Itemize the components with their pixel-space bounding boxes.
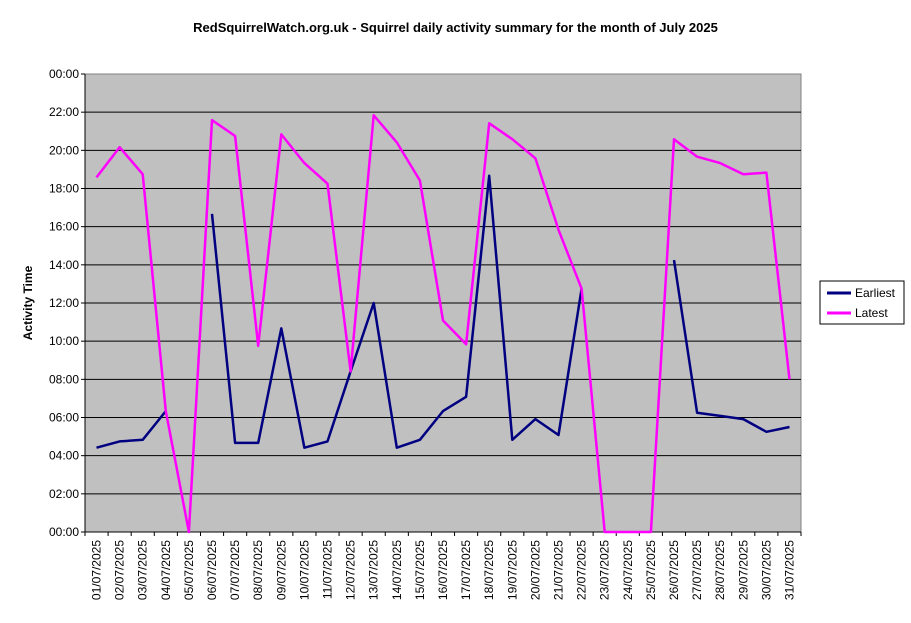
x-tick-label: 20/07/2025 [528, 540, 542, 600]
x-tick-label: 06/07/2025 [205, 540, 219, 600]
x-tick-label: 02/07/2025 [113, 540, 127, 600]
series-line-earliest [672, 259, 790, 434]
y-tick-label: 20:00 [49, 143, 79, 157]
x-tick-label: 29/07/2025 [736, 540, 750, 600]
y-tick-labels: 00:00 02:00 04:00 06:00 08:00 10:00 12:00 14:00… [49, 67, 85, 539]
series-line-earliest [96, 410, 167, 449]
x-tick-label: 01/07/2025 [90, 540, 104, 600]
x-tick-label: 14/07/2025 [390, 540, 404, 600]
x-tick-label: 30/07/2025 [759, 540, 773, 600]
x-tick-label: 08/07/2025 [251, 540, 265, 600]
legend-label-earliest: Earliest [855, 286, 896, 300]
x-tick-label: 07/07/2025 [228, 540, 242, 600]
x-tick-label: 11/07/2025 [321, 540, 335, 599]
y-tick-label: 06:00 [49, 411, 79, 425]
x-tick-label: 27/07/2025 [690, 540, 704, 600]
y-tick-label: 16:00 [49, 220, 79, 234]
x-tick-label: 24/07/2025 [621, 540, 635, 600]
x-tick-label: 23/07/2025 [598, 540, 612, 600]
grid-lines [85, 111, 801, 495]
y-tick-label: 08:00 [49, 372, 79, 386]
y-axis-label: Activity Time [21, 265, 35, 340]
legend: Earliest Latest [819, 280, 905, 325]
x-tick-label: 15/07/2025 [413, 540, 427, 600]
y-tick-label: 14:00 [49, 258, 79, 272]
legend-box [819, 280, 905, 325]
x-tick-label: 10/07/2025 [297, 540, 311, 600]
y-tick-label: 22:00 [49, 105, 79, 119]
series-line-latest [95, 114, 791, 534]
x-tick-label: 31/07/2025 [782, 540, 796, 600]
y-tick-label: 02:00 [49, 487, 79, 501]
y-tick-label: 00:00 [49, 525, 79, 539]
y-tick-label: 18:00 [49, 182, 79, 196]
series-lines [95, 114, 791, 534]
y-tick-label: 04:00 [49, 449, 79, 463]
x-tick-label: 17/07/2025 [459, 540, 473, 600]
x-tick-label: 25/07/2025 [644, 540, 658, 600]
x-tick-label: 12/07/2025 [344, 540, 358, 600]
x-tick-label: 04/07/2025 [159, 540, 173, 600]
x-tick-label: 18/07/2025 [482, 540, 496, 600]
x-tick-label: 19/07/2025 [505, 540, 519, 600]
x-tick-label: 16/07/2025 [436, 540, 450, 600]
x-tick-label: 09/07/2025 [274, 540, 288, 600]
x-tick-label: 26/07/2025 [667, 540, 681, 600]
x-tick-label: 22/07/2025 [575, 540, 589, 600]
legend-label-latest: Latest [855, 306, 888, 320]
y-tick-label: 10:00 [49, 334, 79, 348]
x-tick-label: 05/07/2025 [182, 540, 196, 600]
x-tick-label: 21/07/2025 [551, 540, 565, 600]
series-line-earliest [210, 174, 583, 449]
x-tick-labels: 01/07/2025 02/07/2025 03/07/2025 04/07/2025… [84, 532, 802, 600]
x-tick-label: 28/07/2025 [713, 540, 727, 600]
x-tick-label: 13/07/2025 [367, 540, 381, 600]
x-tick-label: 03/07/2025 [136, 540, 150, 600]
chart-title: RedSquirrelWatch.org.uk - Squirrel daily… [193, 20, 718, 35]
y-tick-label: 12:00 [49, 296, 79, 310]
y-tick-label: 00:00 [49, 67, 79, 81]
